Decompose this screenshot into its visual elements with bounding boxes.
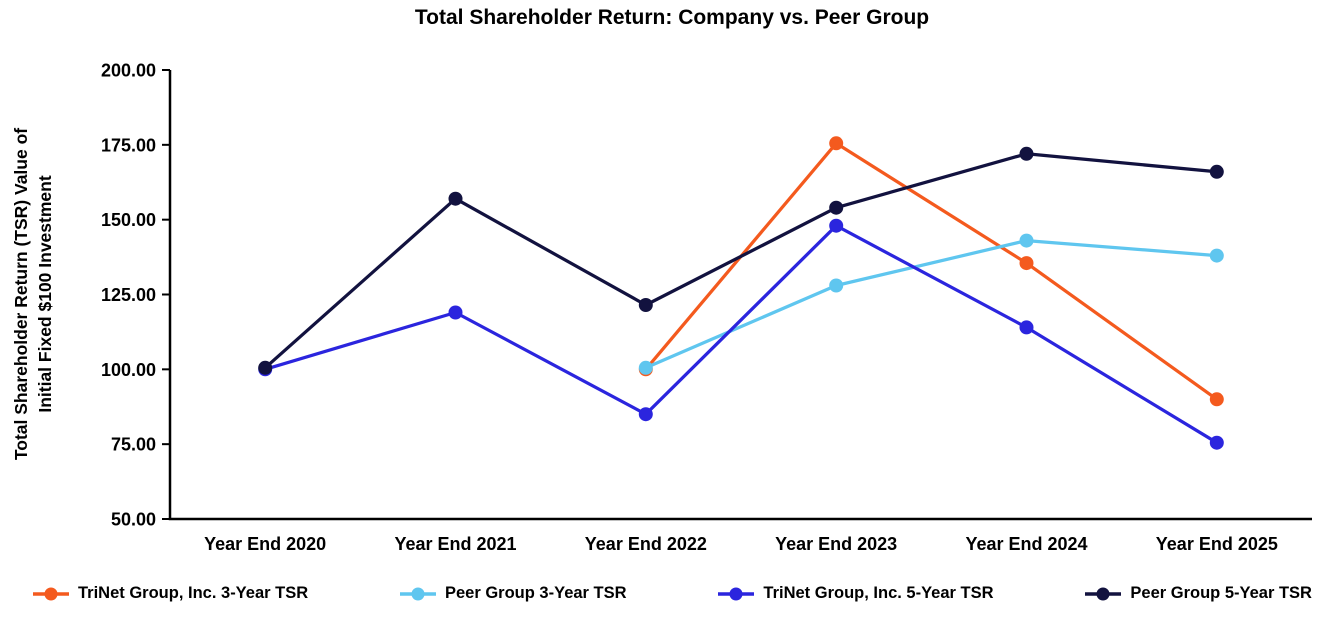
legend-item-0: TriNet Group, Inc. 3-Year TSR	[32, 584, 308, 603]
data-point	[1209, 392, 1224, 407]
legend-marker-icon	[718, 587, 755, 600]
series-line-3	[263, 152, 1219, 370]
legend-label: TriNet Group, Inc. 5-Year TSR	[763, 584, 994, 602]
x-tick-label: Year End 2021	[394, 534, 516, 554]
plot-area: 50.00 75.00 100.00 125.00 150.00 175.00 200.00…	[101, 61, 1312, 554]
data-point	[829, 200, 844, 215]
y-tick-label: 75.00	[111, 435, 156, 455]
legend-label: TriNet Group, Inc. 3-Year TSR	[78, 584, 309, 602]
data-point	[829, 136, 844, 151]
x-tick-label: Year End 2024	[965, 534, 1087, 554]
data-point	[448, 191, 463, 206]
x-tick-label: Year End 2023	[775, 534, 897, 554]
data-point	[1019, 233, 1034, 248]
x-tick-label: Year End 2025	[1156, 534, 1278, 554]
data-point	[638, 407, 653, 422]
chart-title: Total Shareholder Return: Company vs. Pe…	[414, 6, 930, 29]
y-tick-label: 100.00	[101, 360, 156, 380]
data-point	[1209, 248, 1224, 263]
data-point	[829, 278, 844, 293]
legend-label: Peer Group 5-Year TSR	[1130, 584, 1312, 602]
legend-marker-icon	[399, 587, 436, 600]
data-point	[448, 305, 463, 320]
legend-marker-dot	[729, 587, 743, 600]
legend-marker-dot	[411, 587, 425, 600]
data-point	[829, 218, 844, 233]
data-point	[1019, 256, 1034, 271]
legend: TriNet Group, Inc. 3-Year TSR Peer Group …	[0, 584, 1344, 603]
legend-marker-icon	[33, 587, 69, 600]
y-tick-label: 50.00	[111, 510, 156, 530]
series-line-2	[263, 224, 1219, 445]
data-point	[638, 360, 653, 375]
legend-label: Peer Group 3-Year TSR	[444, 584, 627, 602]
y-tick-label: 200.00	[101, 61, 156, 81]
x-tick-label: Year End 2022	[585, 534, 707, 554]
y-tick-label: 150.00	[101, 210, 156, 230]
y-tick-label: 125.00	[101, 285, 156, 305]
data-point	[638, 298, 653, 312]
data-point	[1019, 320, 1034, 335]
legend-marker-icon	[1085, 587, 1122, 600]
x-tick-label: Year End 2020	[204, 534, 326, 554]
series-line-1	[644, 238, 1219, 370]
data-point	[1209, 164, 1224, 179]
legend-item-3: Peer Group 5-Year TSR	[1084, 584, 1312, 603]
legend-marker-dot	[1096, 587, 1110, 600]
data-point	[258, 360, 273, 375]
data-point	[1209, 435, 1224, 450]
data-point	[1019, 146, 1034, 161]
legend-marker-dot	[44, 587, 58, 600]
legend-item-1: Peer Group 3-Year TSR	[399, 584, 627, 603]
legend-item-2: TriNet Group, Inc. 5-Year TSR	[717, 584, 994, 603]
y-tick-label: 175.00	[101, 135, 156, 155]
